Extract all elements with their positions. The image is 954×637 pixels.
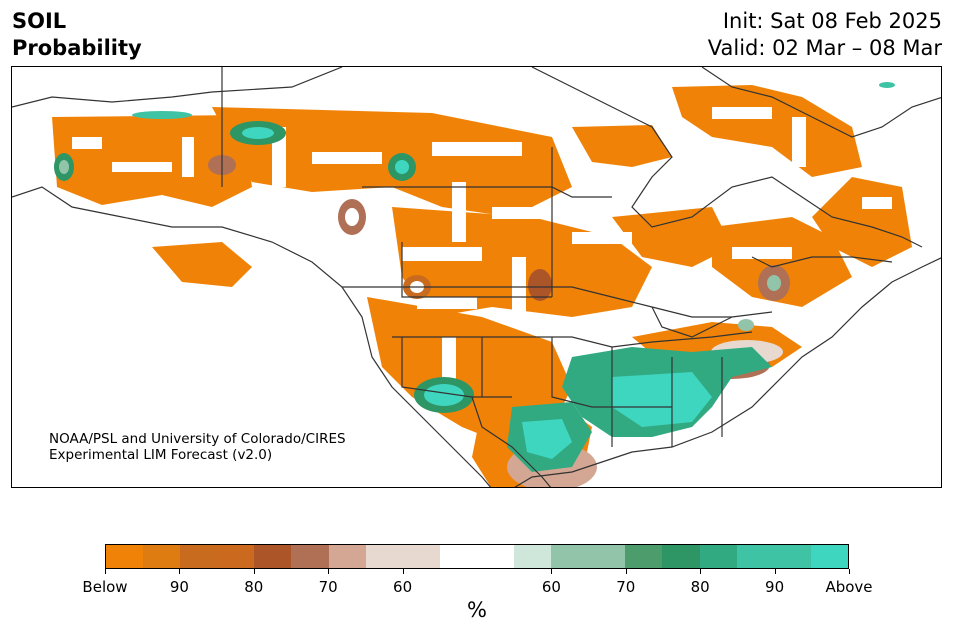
credit-line-2: Experimental LIM Forecast (v2.0)	[49, 447, 273, 463]
map-canvas	[12, 67, 941, 487]
colorbar-segment	[217, 545, 255, 568]
colorbar-tick-label: 70	[616, 578, 636, 596]
credit-text: NOAA/PSL and University of Colorado/CIRE…	[49, 431, 346, 463]
forecast-dates: Init: Sat 08 Feb 2025 Valid: 02 Mar – 08…	[708, 8, 942, 62]
colorbar-tick-label: 90	[169, 578, 189, 596]
colorbar-unit: %	[467, 598, 487, 622]
colorbar-segment	[106, 545, 144, 568]
above-shading	[54, 82, 895, 472]
probability-map	[11, 66, 942, 488]
colorbar-tick-label: 70	[318, 578, 338, 596]
colorbar-segment	[551, 545, 589, 568]
colorbar-tick	[105, 569, 106, 574]
colorbar-segment	[402, 545, 440, 568]
colorbar-tick-label: 80	[244, 578, 264, 596]
colorbar-segment	[736, 545, 774, 568]
valid-range: Valid: 02 Mar – 08 Mar	[707, 36, 942, 60]
init-date: Init: Sat 08 Feb 2025	[722, 9, 942, 33]
colorbar-tick	[402, 569, 404, 574]
colorbar-tick	[849, 569, 850, 574]
colorbar-tick	[625, 569, 627, 574]
colorbar-segment	[180, 545, 218, 568]
colorbar-tick	[551, 569, 553, 574]
colorbar-segment	[328, 545, 366, 568]
colorbar-tick	[253, 569, 255, 574]
credit-line-1: NOAA/PSL and University of Colorado/CIRE…	[49, 431, 346, 447]
colorbar-segment	[773, 545, 811, 568]
map-title: SOIL Probability	[12, 8, 142, 62]
colorbar-segment	[291, 545, 329, 568]
colorbar-tick-label: Above	[825, 578, 873, 596]
colorbar-segment	[810, 545, 848, 568]
colorbar-tick	[328, 569, 330, 574]
colorbar-tick-label: 80	[690, 578, 710, 596]
colorbar-segment	[514, 545, 552, 568]
neutral-gaps	[72, 107, 892, 387]
colorbar-segment	[588, 545, 626, 568]
colorbar-segment	[476, 545, 515, 568]
colorbar-segment	[699, 545, 737, 568]
colorbar-segment	[662, 545, 700, 568]
colorbar-tick-label: 90	[765, 578, 785, 596]
coastlines-borders	[12, 67, 941, 487]
colorbar-tick	[774, 569, 776, 574]
title-line-2: Probability	[12, 36, 142, 60]
colorbar-tick-label: 60	[541, 578, 561, 596]
colorbar	[105, 544, 849, 569]
colorbar-tick-label: Below	[82, 578, 128, 596]
colorbar-segment	[365, 545, 403, 568]
colorbar-segment	[143, 545, 181, 568]
colorbar-tick	[700, 569, 702, 574]
colorbar-tick-label: 60	[393, 578, 413, 596]
colorbar-tick	[179, 569, 181, 574]
title-line-1: SOIL	[12, 9, 67, 33]
colorbar-segment	[439, 545, 477, 568]
colorbar-segment	[625, 545, 663, 568]
colorbar-segment	[254, 545, 292, 568]
